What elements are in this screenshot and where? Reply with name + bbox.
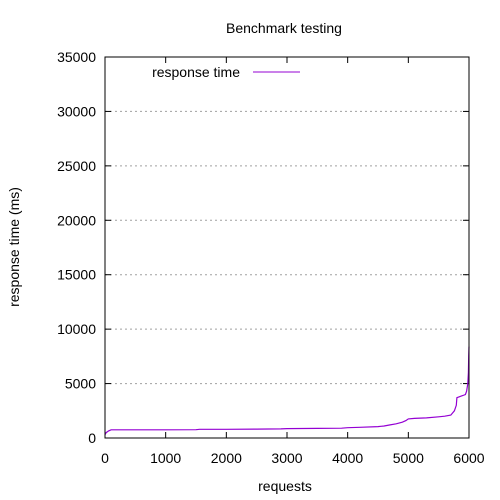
y-tick-label: 10000 [57,321,96,337]
y-axis-title: response time (ms) [6,187,22,307]
y-tick-label: 30000 [57,103,96,119]
x-axis-title: requests [258,478,312,494]
x-tick-label: 5000 [393,450,424,466]
y-tick-label: 15000 [57,267,96,283]
plot-frame [104,56,470,439]
y-tick-label: 5000 [65,376,96,392]
series-layer [104,346,470,435]
legend: response time [152,64,300,80]
ticks [104,56,470,439]
y-tick-label: 35000 [57,49,96,65]
x-tick-label: 4000 [332,450,363,466]
tick-labels: 0 5000 10000 15000 20000 25000 30000 35000 0 1000… [57,49,485,466]
x-tick-label: 3000 [271,450,302,466]
y-tick-label: 20000 [57,212,96,228]
x-tick-label: 6000 [453,450,484,466]
chart-title: Benchmark testing [226,20,342,36]
x-tick-label: 2000 [211,450,242,466]
series-line [104,346,470,435]
y-tick-label: 0 [88,430,96,446]
legend-label: response time [152,64,240,80]
grid [105,110,469,385]
x-tick-label: 0 [101,450,109,466]
y-tick-label: 25000 [57,158,96,174]
x-tick-label: 1000 [150,450,181,466]
